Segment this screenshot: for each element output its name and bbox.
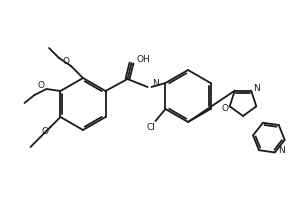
Text: O: O: [62, 57, 70, 65]
Text: N: N: [253, 84, 260, 93]
Text: O: O: [42, 128, 49, 136]
Text: Cl: Cl: [146, 122, 155, 132]
Text: N: N: [278, 146, 285, 155]
Text: OH: OH: [136, 54, 150, 63]
Text: N: N: [152, 80, 159, 89]
Text: O: O: [221, 104, 228, 113]
Text: O: O: [38, 81, 45, 90]
